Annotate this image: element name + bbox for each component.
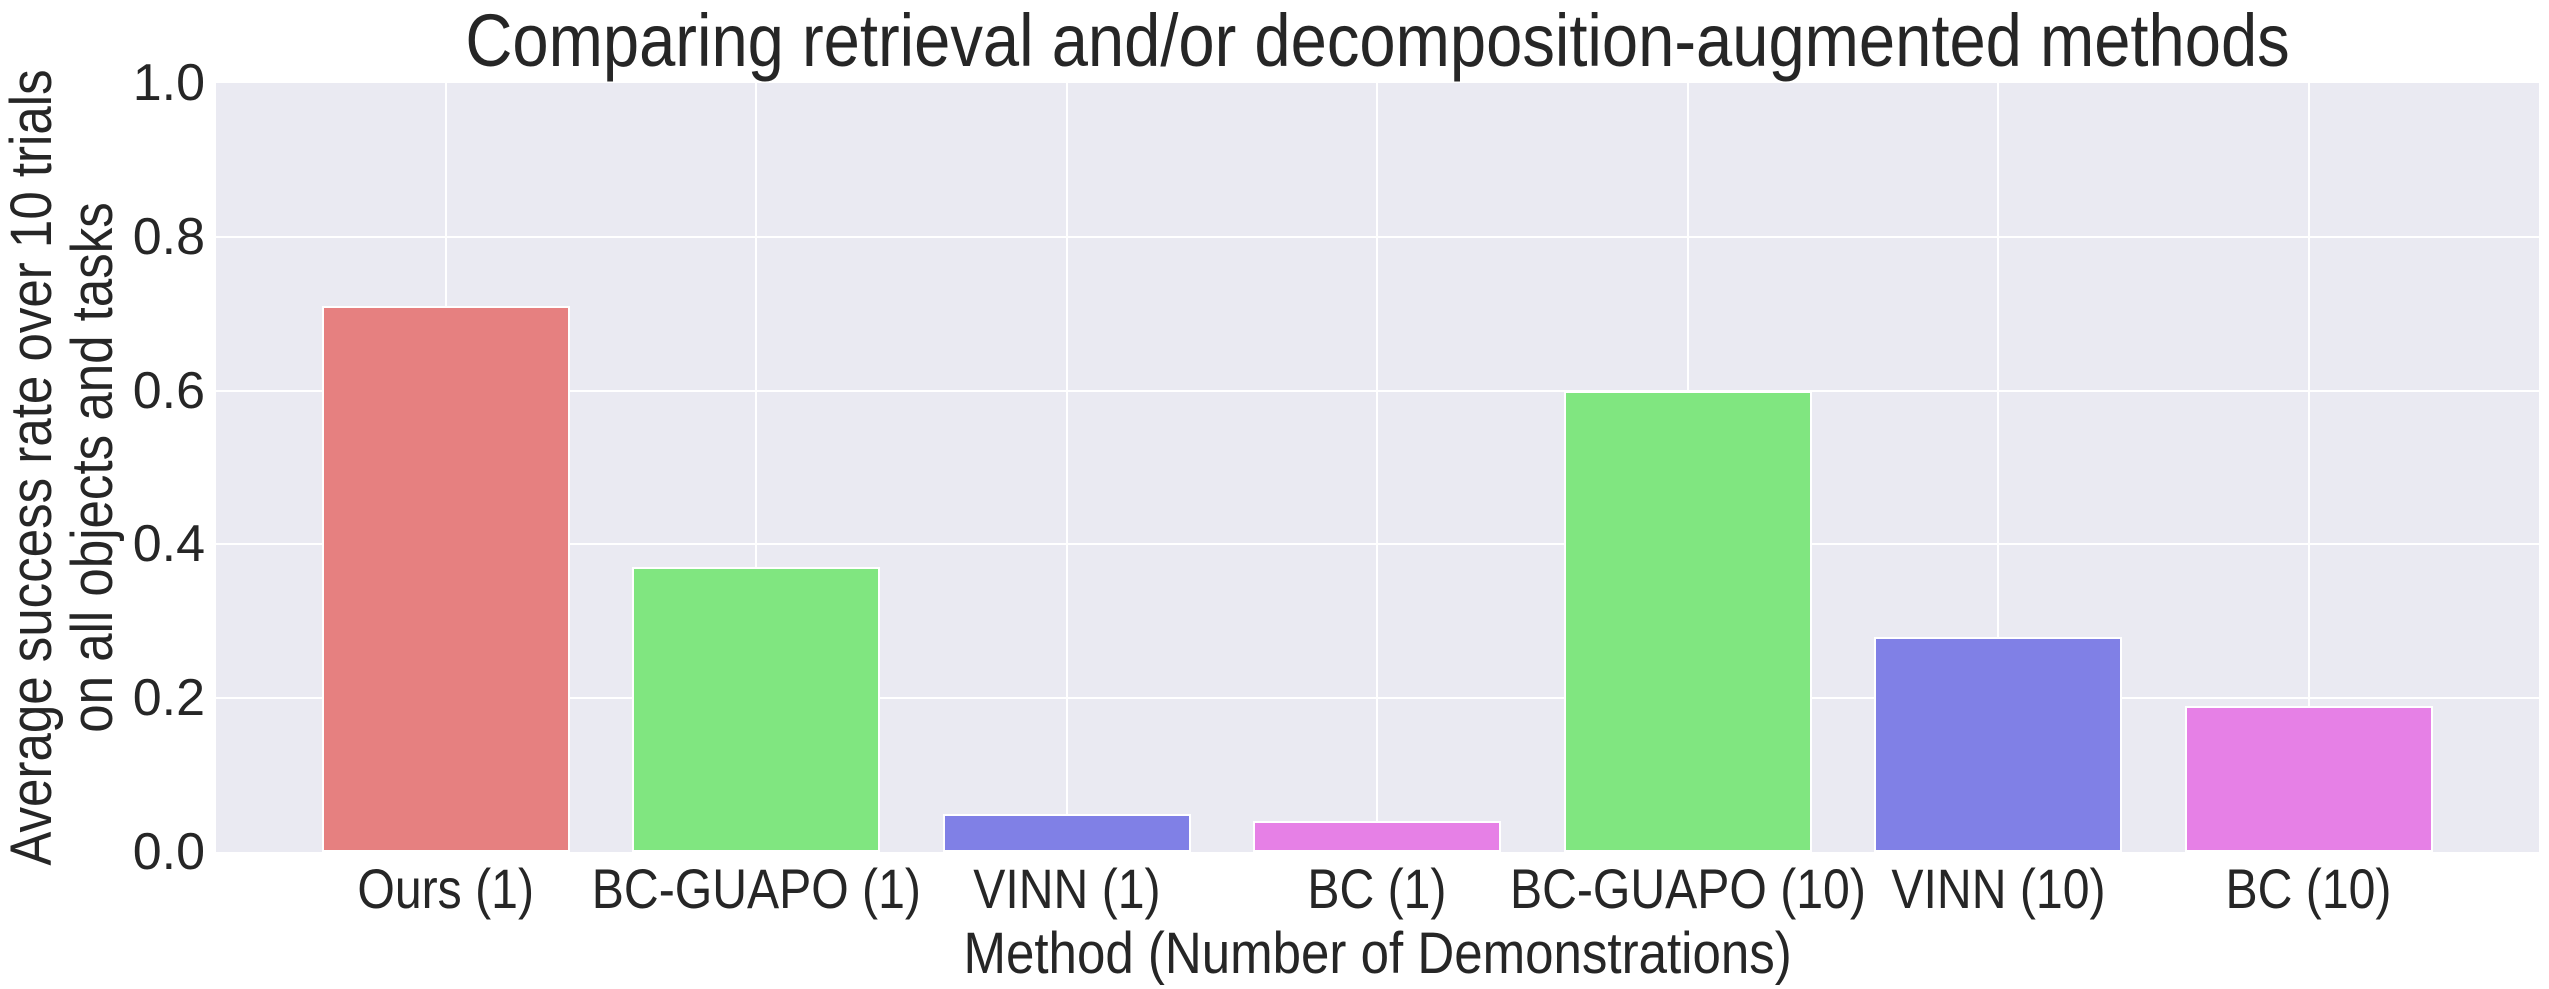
x-axis-label: Method (Number of Demonstrations) bbox=[963, 921, 1792, 986]
y-tick-label-0.6: 0.6 bbox=[132, 361, 205, 420]
bar-vinn-10 bbox=[1874, 636, 2123, 852]
x-tick-label-ours-1: Ours (1) bbox=[357, 857, 535, 920]
bar-bc-guapo-10 bbox=[1563, 390, 1812, 852]
gridline-vertical bbox=[1376, 83, 1379, 852]
x-axis-label-container: Method (Number of Demonstrations) bbox=[216, 922, 2539, 986]
bar-bc-guapo-1 bbox=[632, 567, 881, 852]
chart-title-container: Comparing retrieval and/or decomposition… bbox=[216, 0, 2539, 82]
gridline-vertical bbox=[1065, 83, 1068, 852]
x-tick-label-container: BC (1) bbox=[1211, 858, 1543, 920]
gridline-vertical bbox=[1997, 83, 2000, 852]
x-tick-label-container: BC (10) bbox=[2143, 858, 2475, 920]
bar-ours-1 bbox=[322, 306, 570, 852]
x-tick-label-container: BC-GUAPO (10) bbox=[1510, 858, 1866, 920]
chart-title: Comparing retrieval and/or decomposition… bbox=[465, 0, 2290, 82]
y-tick-label-0.2: 0.2 bbox=[132, 669, 205, 728]
x-tick-label-vinn-1: VINN (1) bbox=[973, 857, 1161, 920]
bar-vinn-1 bbox=[942, 813, 1191, 852]
x-tick-label-container: VINN (10) bbox=[1832, 858, 2164, 920]
y-axis-label-line-1: Average success rate over 10 trials bbox=[0, 68, 64, 866]
x-tick-label-vinn-10: VINN (10) bbox=[1891, 857, 2106, 920]
bar-bc-10 bbox=[2184, 705, 2433, 852]
bar-bc-1 bbox=[1253, 821, 1502, 852]
x-tick-label-bc-1: BC (1) bbox=[1307, 857, 1447, 920]
gridline-vertical bbox=[755, 83, 758, 852]
y-tick-label-0.8: 0.8 bbox=[132, 207, 205, 266]
plot-area bbox=[216, 83, 2539, 852]
x-tick-label-bc-10: BC (10) bbox=[2225, 857, 2392, 920]
x-tick-label-container: BC-GUAPO (1) bbox=[590, 858, 922, 920]
y-tick-label-1.0: 1.0 bbox=[132, 54, 205, 112]
y-axis-label-line-2: on all objects and tasks bbox=[60, 201, 125, 733]
y-tick-label-0.4: 0.4 bbox=[132, 515, 205, 574]
x-tick-label-bc-guapo-10: BC-GUAPO (10) bbox=[1509, 857, 1866, 920]
x-tick-label-bc-guapo-1: BC-GUAPO (1) bbox=[591, 857, 921, 920]
y-tick-label-0.0: 0.0 bbox=[132, 823, 205, 881]
x-tick-label-container: VINN (1) bbox=[901, 858, 1233, 920]
gridline-vertical bbox=[2307, 83, 2310, 852]
x-tick-label-container: Ours (1) bbox=[280, 858, 612, 920]
y-axis-label: Average success rate over 10 trials on a… bbox=[0, 68, 125, 866]
